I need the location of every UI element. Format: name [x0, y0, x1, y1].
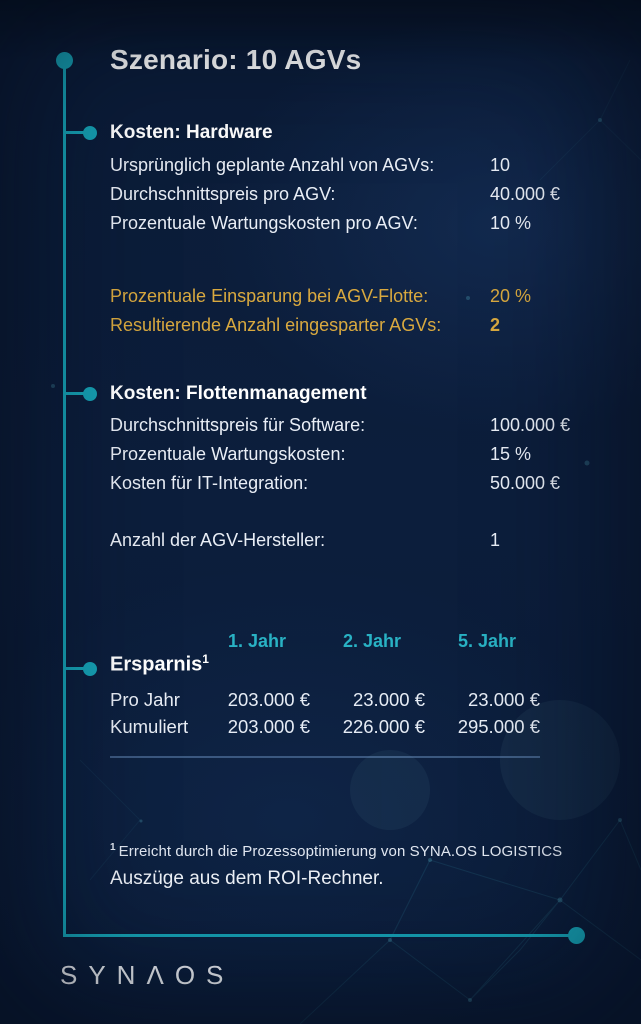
timeline-dot-hardware [83, 126, 97, 140]
column-header-year1: 1. Jahr [227, 631, 286, 651]
section-heading-hardware: Kosten: Hardware [110, 122, 273, 143]
savings-group-text: Ersparnis [110, 653, 203, 676]
fleet-row: Durchschnittspreis für Software: 100.000… [110, 411, 580, 440]
synaos-logo: SYNΛOS [60, 960, 235, 990]
row-value: 10 [490, 155, 511, 175]
savings-header-row: 1. Jahr 2. Jahr 5. Jahr [110, 628, 540, 655]
section-heading-fleet: Kosten: Flottenmanagement [110, 383, 367, 404]
hardware-row: Durchschnittspreis pro AGV: 40.000 € [110, 180, 580, 209]
timeline-dot-end [568, 927, 585, 944]
row-label: Resultierende Anzahl eingesparter AGVs: [110, 315, 442, 335]
fleet-row: Anzahl der AGV-Hersteller: 1 [110, 526, 580, 555]
row-label: Pro Jahr [110, 689, 180, 710]
column-header-year5: 5. Jahr [457, 631, 516, 651]
hardware-highlight-rows: Prozentuale Einsparung bei AGV-Flotte: 2… [110, 282, 580, 340]
row-value: 40.000 € [490, 184, 561, 204]
hardware-row: Prozentuale Wartungskosten pro AGV: 10 % [110, 209, 580, 238]
highlight-row: Prozentuale Einsparung bei AGV-Flotte: 2… [110, 282, 580, 311]
column-header-year2: 2. Jahr [342, 631, 401, 651]
highlight-row: Resultierende Anzahl eingesparter AGVs: … [110, 311, 580, 340]
timeline-rail-bottom [63, 934, 576, 937]
cell-value: 23.000 € [467, 689, 540, 710]
cell-value: 295.000 € [457, 716, 540, 737]
empty-header-cell [110, 628, 223, 655]
row-label: Prozentuale Einsparung bei AGV-Flotte: [110, 286, 429, 306]
row-label: Ursprünglich geplante Anzahl von AGVs: [110, 155, 435, 175]
table-divider [110, 756, 540, 758]
caption-text: Auszüge aus dem ROI-Rechner. [110, 868, 384, 889]
row-value: 10 % [490, 213, 532, 233]
row-label: Durchschnittspreis pro AGV: [110, 184, 336, 204]
cell-value: 203.000 € [227, 716, 310, 737]
savings-group-label: Ersparnis1 [110, 652, 209, 677]
fleet-vendor-row: Anzahl der AGV-Hersteller: 1 [110, 526, 580, 555]
footnote-text: Erreicht durch die Prozessoptimierung vo… [118, 843, 563, 860]
row-label: Anzahl der AGV-Hersteller: [110, 530, 326, 550]
timeline-rail-vertical [63, 60, 66, 937]
row-value: 2 [490, 315, 501, 335]
savings-row-per-year: Pro Jahr 203.000 € 23.000 € 23.000 € [110, 686, 540, 713]
timeline-dot-fleet [83, 387, 97, 401]
fleet-row: Prozentuale Wartungskosten: 15 % [110, 440, 580, 469]
row-label: Kosten für IT-Integration: [110, 473, 309, 493]
cell-value: 203.000 € [227, 689, 310, 710]
hardware-row: Ursprünglich geplante Anzahl von AGVs: 1… [110, 151, 580, 180]
row-value: 50.000 € [490, 473, 561, 493]
savings-row-cumulative: Kumuliert 203.000 € 226.000 € 295.000 € [110, 713, 540, 740]
timeline-tick-hardware [63, 131, 90, 134]
fleet-row: Kosten für IT-Integration: 50.000 € [110, 469, 580, 498]
row-label: Kumuliert [110, 716, 189, 737]
timeline-dot-savings [83, 662, 97, 676]
row-label: Prozentuale Wartungskosten pro AGV: [110, 213, 418, 233]
row-value: 100.000 € [490, 415, 571, 435]
timeline-tick-savings [63, 667, 90, 670]
row-label: Durchschnittspreis für Software: [110, 415, 366, 435]
footnote: 1 Erreicht durch die Prozessoptimierung v… [110, 842, 562, 860]
footnote-marker: 1 [110, 842, 116, 853]
row-value: 1 [490, 530, 501, 550]
timeline-dot-top [56, 52, 73, 69]
timeline-tick-fleet [63, 392, 90, 395]
fleet-rows: Durchschnittspreis für Software: 100.000… [110, 411, 580, 498]
row-value: 15 % [490, 444, 532, 464]
footnote-marker-superscript: 1 [202, 652, 209, 666]
row-label: Prozentuale Wartungskosten: [110, 444, 346, 464]
cell-value: 23.000 € [352, 689, 425, 710]
hardware-rows: Ursprünglich geplante Anzahl von AGVs: 1… [110, 151, 580, 238]
cell-value: 226.000 € [342, 716, 425, 737]
page-title: Szenario: 10 AGVs [110, 44, 362, 75]
row-value: 20 % [490, 286, 532, 306]
